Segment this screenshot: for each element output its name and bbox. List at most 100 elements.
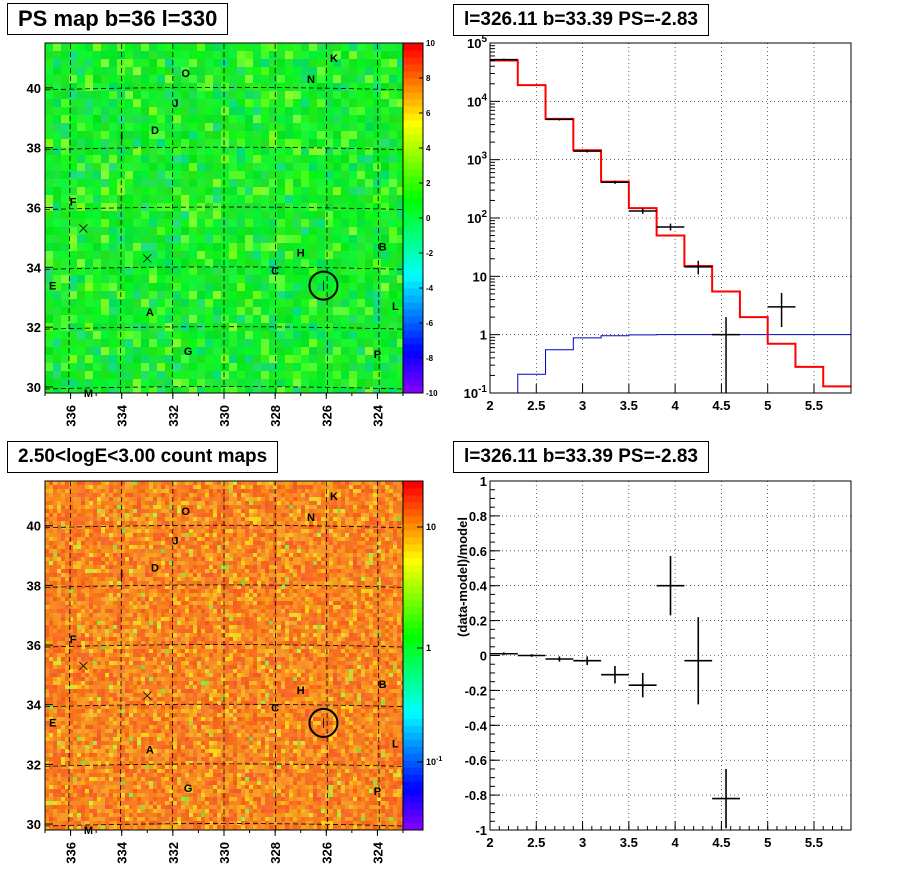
y-tick-label: 30 [27,817,41,832]
colorbar-segment [403,802,423,810]
colorbar-segment [403,141,423,149]
colorbar-segment [403,246,423,254]
colorbar-segment [403,288,423,296]
x-tick-label: 4.5 [712,835,730,850]
colorbar-segment [403,550,423,559]
y-tick-label: 38 [27,578,41,593]
colorbar-segment [403,662,423,670]
colorbar-segment [403,564,423,573]
colorbar-segment [403,683,423,691]
colorbar-segment [403,351,423,359]
source-label-G: G [184,346,193,358]
colorbar-tick-label: 1 [426,643,431,653]
y-tick-label: -0.8 [465,788,487,803]
colorbar-segment [403,704,423,712]
source-label-I: I [120,568,123,580]
colorbar-tick-label: -6 [426,319,434,328]
colorbar-segment [403,487,423,496]
y-tick-label: 104 [467,92,487,109]
y-tick-label: -0.6 [465,753,487,768]
residual-point-0 [490,652,518,656]
data-point-1 [545,118,574,121]
residual-point-5 [628,672,657,698]
colorbar-segment [403,697,423,705]
source-label-K: K [330,53,338,65]
spectrum-title: l=326.11 b=33.39 PS=-2.83 [453,4,709,36]
x-tick-label: 3.5 [620,398,638,413]
colorbar-segment [403,57,423,65]
x-tick-label: 5.5 [805,398,823,413]
data-point-3 [601,180,629,184]
x-tick-label: 334 [115,841,130,863]
colorbar-segment [403,578,423,587]
colorbar-segment [403,648,423,656]
y-tick-label: -0.2 [465,683,487,698]
data-point-7 [712,317,740,393]
x-tick-label: 324 [370,404,385,426]
colorbar-segment [403,106,423,114]
colorbar-segment [403,309,423,317]
x-tick-label: 5.5 [805,835,823,850]
colorbar-segment [403,183,423,191]
x-tick-label: 3 [579,835,586,850]
source-label-L: L [392,738,399,750]
colorbar-tick-label: 0 [426,214,431,223]
colorbar-segment [403,211,423,219]
colorbar-segment [403,197,423,205]
colorbar-segment [403,627,423,636]
y-tick-label: 10 [473,269,487,284]
colorbar-segment [403,781,423,789]
x-tick-label: 4 [672,835,680,850]
graticule [44,480,404,831]
y-tick-label: -1 [475,823,487,838]
colorbar-segment [403,788,423,796]
source-label-C: C [271,265,279,277]
colorbar-segment [403,85,423,93]
data-point-4 [628,208,657,214]
colorbar-segment [403,99,423,107]
count-map-title: 2.50<logE<3.00 count maps [7,441,279,473]
ps-model-histogram [517,334,851,393]
colorbar-segment [403,295,423,303]
x-tick-label: 2.5 [527,398,545,413]
y-tick-label: 0.4 [469,579,488,594]
colorbar-segment [403,64,423,72]
sky-map-count [45,481,403,830]
colorbar-segment [403,508,423,517]
colorbar-segment [403,281,423,289]
colorbar-segment [403,746,423,754]
colorbar-segment [403,501,423,510]
colorbar-tick-label: 6 [426,109,431,118]
colorbar-segment [403,78,423,86]
colorbar-tick-label: -4 [426,284,434,293]
x-tick-label: 332 [166,405,181,427]
y-tick-label: 10-1 [464,384,488,401]
source-label-F: F [70,197,77,209]
source-label-H: H [297,685,305,697]
colorbar-segment [403,253,423,261]
colorbar-tick-label: -2 [426,249,434,258]
y-tick-label: 30 [27,380,41,395]
colorbar-segment [403,522,423,531]
x-tick-label: 5 [764,835,771,850]
colorbar-tick-label: -8 [426,354,434,363]
source-label-P: P [374,786,381,798]
colorbar-segment [403,606,423,615]
residual-point-8 [712,768,740,829]
colorbar-segment [403,260,423,268]
source-label-E: E [49,280,56,292]
y-tick-label: 102 [467,209,487,226]
source-label-C: C [271,703,279,715]
residual-point-7 [684,617,713,705]
source-label-B: B [379,679,387,691]
y-tick-label: 34 [27,698,42,713]
colorbar-segment [403,134,423,142]
colorbar-segment [403,529,423,538]
data-point-2 [573,149,602,153]
source-label-M: M [84,388,93,400]
y-tick-label: 1 [480,474,487,489]
residual-title: l=326.11 b=33.39 PS=-2.83 [453,441,709,473]
data-point-6 [684,260,713,275]
source-label-N: N [307,512,315,524]
residual-point-3 [573,656,602,666]
